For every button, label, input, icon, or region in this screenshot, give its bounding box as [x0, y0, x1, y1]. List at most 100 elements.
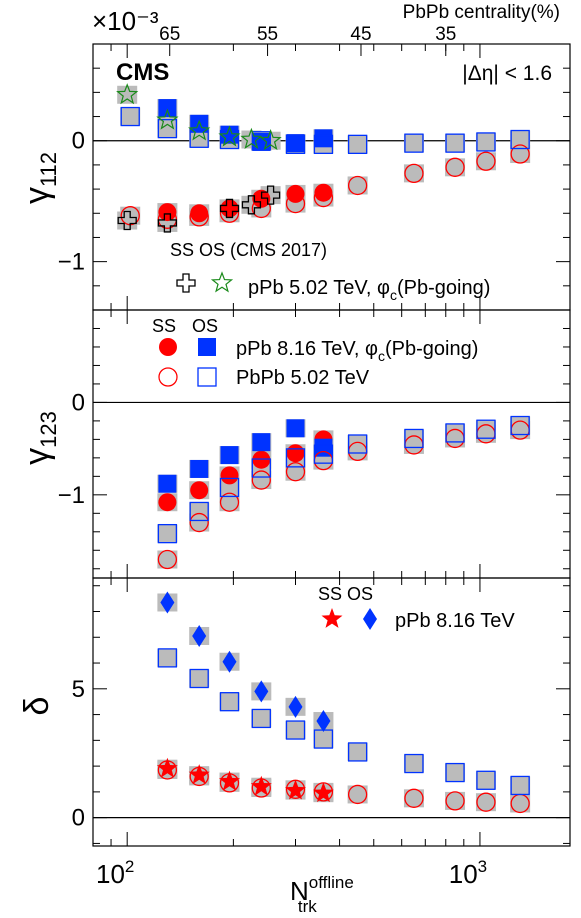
syst-box	[510, 416, 531, 435]
data-point	[157, 549, 178, 570]
legend-header-delta: SS OS	[318, 584, 373, 604]
data-point	[285, 193, 306, 214]
data-point	[189, 128, 209, 148]
legend-marker-ss	[176, 273, 196, 293]
data-point	[285, 462, 306, 482]
data-point	[219, 692, 240, 712]
syst-box	[120, 107, 141, 126]
data-point	[476, 792, 496, 812]
data-point	[188, 119, 211, 141]
data-point	[251, 708, 271, 729]
data-point	[404, 788, 424, 808]
data-point	[285, 448, 306, 468]
legend-header-ss: SS	[152, 316, 176, 336]
top-tick-label: 35	[435, 24, 456, 45]
syst-box	[403, 754, 424, 773]
y-tick-label: 0	[72, 389, 85, 416]
data-point	[157, 523, 178, 544]
data-point	[445, 423, 465, 443]
data-point	[219, 203, 240, 223]
ylabel-delta: δ	[18, 697, 56, 716]
data-point	[157, 213, 178, 233]
data-point	[222, 650, 237, 673]
data-point	[156, 108, 179, 130]
syst-box	[445, 791, 466, 810]
data-point	[189, 668, 209, 689]
data-point	[445, 133, 465, 153]
top-tick-label: 45	[350, 24, 371, 45]
syst-box	[347, 785, 368, 804]
data-point	[250, 775, 272, 796]
syst-box	[157, 550, 178, 569]
legend-label-pbpb502: PbPb 5.02 TeV	[236, 367, 370, 389]
data-point	[190, 459, 209, 478]
data-point	[510, 144, 530, 164]
data-point	[313, 187, 334, 208]
syst-box	[347, 435, 368, 453]
syst-box	[445, 423, 466, 442]
data-point	[158, 474, 177, 493]
data-point	[260, 185, 281, 205]
syst-box	[219, 478, 240, 497]
syst-box	[510, 130, 531, 149]
data-point	[156, 757, 178, 778]
syst-box	[475, 152, 496, 171]
syst-box	[403, 134, 424, 153]
data-point	[251, 131, 271, 151]
data-point	[445, 762, 465, 783]
syst-box	[510, 776, 531, 795]
syst-box	[445, 158, 466, 177]
y-tick-label: 5	[72, 676, 85, 703]
y-tick-label: −1	[58, 249, 85, 276]
legend-marker-os	[363, 608, 377, 630]
syst-box	[475, 793, 496, 812]
experiment-label: CMS	[116, 59, 169, 86]
data-point	[158, 99, 177, 118]
legend-marker-os	[210, 271, 234, 293]
data-point	[219, 129, 240, 150]
data-point	[314, 129, 333, 148]
data-point	[219, 477, 240, 498]
data-point	[157, 760, 178, 780]
data-point	[189, 207, 209, 227]
legend-marker-ss	[158, 367, 178, 387]
syst-box	[117, 85, 138, 104]
data-point	[286, 134, 305, 153]
syst-box	[117, 211, 138, 230]
data-point	[288, 695, 303, 718]
data-point	[120, 106, 140, 127]
ylabel-gamma112: γ112	[18, 152, 61, 204]
data-point	[189, 501, 209, 522]
data-point	[476, 151, 496, 171]
data-point	[251, 470, 271, 490]
syst-box	[510, 145, 531, 164]
data-point	[285, 779, 306, 800]
data-point	[510, 775, 530, 796]
data-point	[286, 444, 305, 463]
syst-box	[403, 164, 424, 183]
syst-box	[347, 742, 368, 761]
data-point	[192, 624, 207, 647]
data-point	[251, 198, 271, 219]
syst-box	[157, 648, 178, 667]
legend-marker-ss	[159, 338, 177, 356]
data-point	[252, 450, 271, 469]
data-point	[404, 133, 424, 153]
data-point	[313, 729, 334, 749]
data-point	[251, 458, 271, 478]
top-tick-label: 65	[159, 24, 180, 45]
data-point	[188, 764, 210, 784]
syst-box	[157, 524, 178, 543]
syst-box	[285, 721, 306, 740]
data-point	[219, 770, 240, 791]
data-point	[347, 742, 368, 762]
data-point	[117, 210, 137, 231]
data-point	[157, 648, 178, 668]
syst-box	[403, 789, 424, 808]
data-point	[285, 720, 306, 740]
data-point	[190, 481, 209, 500]
syst-box	[219, 692, 240, 711]
top-tick-label: 55	[257, 24, 278, 45]
data-point	[259, 129, 282, 151]
legend-header-os: OS	[192, 316, 218, 336]
